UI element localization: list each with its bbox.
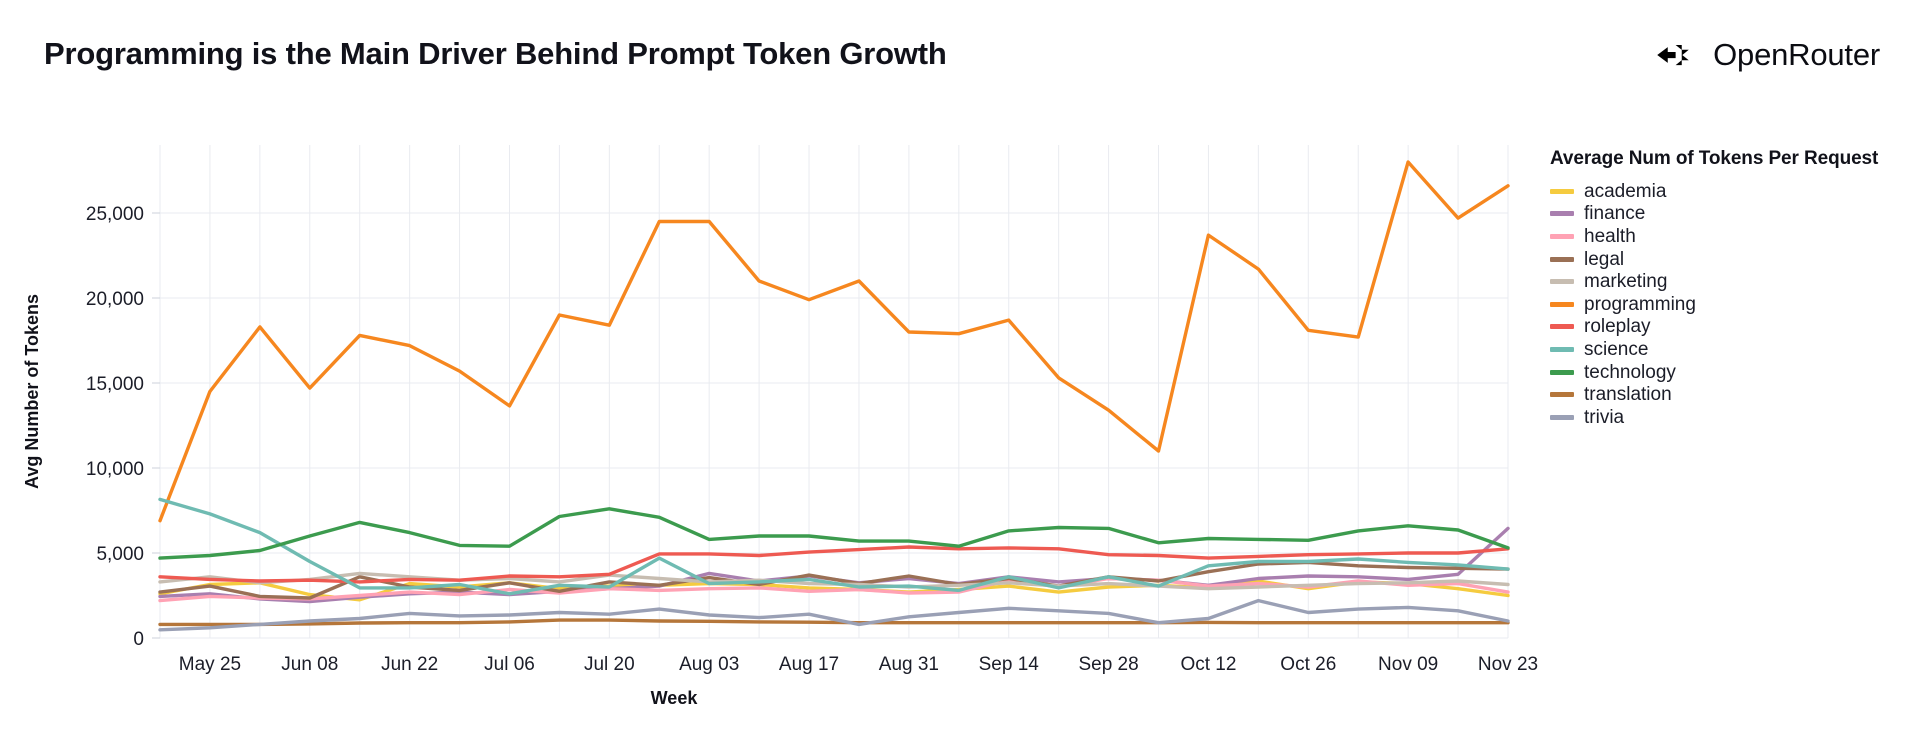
- legend-swatch-icon: [1550, 188, 1574, 194]
- legend-swatch-icon: [1550, 369, 1574, 375]
- brand-lockup: OpenRouter: [1652, 34, 1880, 76]
- legend-item-trivia[interactable]: trivia: [1550, 406, 1928, 429]
- y-axis-title: Avg Number of Tokens: [22, 294, 42, 489]
- y-axis-tick-label: 0: [133, 629, 144, 650]
- y-axis-tick-label: 5,000: [96, 544, 144, 565]
- legend-swatch-icon: [1550, 233, 1574, 239]
- openrouter-logo-icon: [1657, 44, 1689, 66]
- legend-title: Average Num of Tokens Per Request: [1550, 148, 1879, 169]
- legend-item-list: academia finance health legal marketing progr…: [1550, 180, 1928, 429]
- x-axis-tick-label: Sep 14: [979, 654, 1040, 675]
- series-line-roleplay: [158, 545, 1510, 584]
- legend-item-label: roleplay: [1584, 316, 1651, 338]
- legend-item-label: science: [1584, 338, 1649, 360]
- series-line-technology: [158, 507, 1510, 560]
- y-axis-tick-label: 20,000: [86, 289, 144, 310]
- legend-item-technology[interactable]: technology: [1550, 361, 1928, 384]
- x-axis-tick-label: Oct 26: [1280, 654, 1336, 675]
- legend-swatch-icon: [1550, 256, 1574, 262]
- series-line-trivia: [158, 598, 1510, 632]
- legend-item-label: marketing: [1584, 271, 1668, 293]
- series-line-science: [158, 497, 1510, 596]
- brand-name: OpenRouter: [1713, 37, 1880, 72]
- legend-item-marketing[interactable]: marketing: [1550, 270, 1928, 293]
- x-axis-tick-label: Sep 28: [1078, 654, 1138, 675]
- x-axis-tick-label: Aug 31: [879, 654, 939, 675]
- legend-item-roleplay[interactable]: roleplay: [1550, 316, 1928, 339]
- legend-item-label: legal: [1584, 248, 1625, 270]
- x-axis-tick-label: Nov 09: [1378, 654, 1438, 675]
- x-axis-title: Week: [651, 688, 699, 708]
- x-axis-tick-label: Aug 17: [779, 654, 839, 675]
- y-axis-tick-label: 10,000: [86, 459, 144, 480]
- x-axis-tick-label: May 25: [179, 654, 241, 675]
- legend-item-label: academia: [1584, 180, 1667, 202]
- x-axis-tick-label: Jul 20: [584, 654, 635, 675]
- series-line-translation: [158, 618, 1510, 627]
- y-axis-tick-label: 25,000: [86, 204, 144, 225]
- legend-item-label: programming: [1584, 293, 1696, 315]
- legend-item-legal[interactable]: legal: [1550, 248, 1928, 271]
- series-line-programming: [158, 160, 1510, 523]
- legend-swatch-icon: [1550, 392, 1574, 398]
- legend-item-label: technology: [1584, 361, 1676, 383]
- x-axis-tick-label: Jun 22: [381, 654, 438, 675]
- legend-swatch-icon: [1550, 279, 1574, 285]
- chart-plot-area: 0 5,000 10,000 15,000 20,000 25,000 May 25 Jun …: [22, 145, 1538, 708]
- legend-item-label: finance: [1584, 203, 1646, 225]
- x-axis-tick-label: Nov 23: [1478, 654, 1538, 675]
- legend-item-health[interactable]: health: [1550, 225, 1928, 248]
- x-axis-tick-label: Aug 03: [679, 654, 739, 675]
- chart-legend: Average Num of Tokens Per Request academ…: [1550, 148, 1928, 429]
- y-axis-tick-label: 15,000: [86, 374, 144, 395]
- legend-item-label: translation: [1584, 384, 1672, 406]
- legend-swatch-icon: [1550, 211, 1574, 217]
- x-axis-tick-label: Oct 12: [1180, 654, 1236, 675]
- x-axis-tick-label: Jul 06: [484, 654, 535, 675]
- legend-item-label: health: [1584, 225, 1636, 247]
- legend-swatch-icon: [1550, 324, 1574, 330]
- line-chart-svg: 0 5,000 10,000 15,000 20,000 25,000 May 25 Jun …: [22, 145, 1538, 708]
- legend-swatch-icon: [1550, 346, 1574, 352]
- legend-swatch-icon: [1550, 301, 1574, 307]
- page-title: Programming is the Main Driver Behind Pr…: [44, 36, 947, 71]
- legend-item-finance[interactable]: finance: [1550, 203, 1928, 226]
- legend-swatch-icon: [1550, 414, 1574, 420]
- chart-header: Programming is the Main Driver Behind Pr…: [0, 0, 1928, 110]
- legend-item-academia[interactable]: academia: [1550, 180, 1928, 203]
- legend-item-label: trivia: [1584, 406, 1625, 428]
- legend-item-programming[interactable]: programming: [1550, 293, 1928, 316]
- legend-item-translation[interactable]: translation: [1550, 383, 1928, 406]
- legend-item-science[interactable]: science: [1550, 338, 1928, 361]
- x-axis-tick-label: Jun 08: [281, 654, 338, 675]
